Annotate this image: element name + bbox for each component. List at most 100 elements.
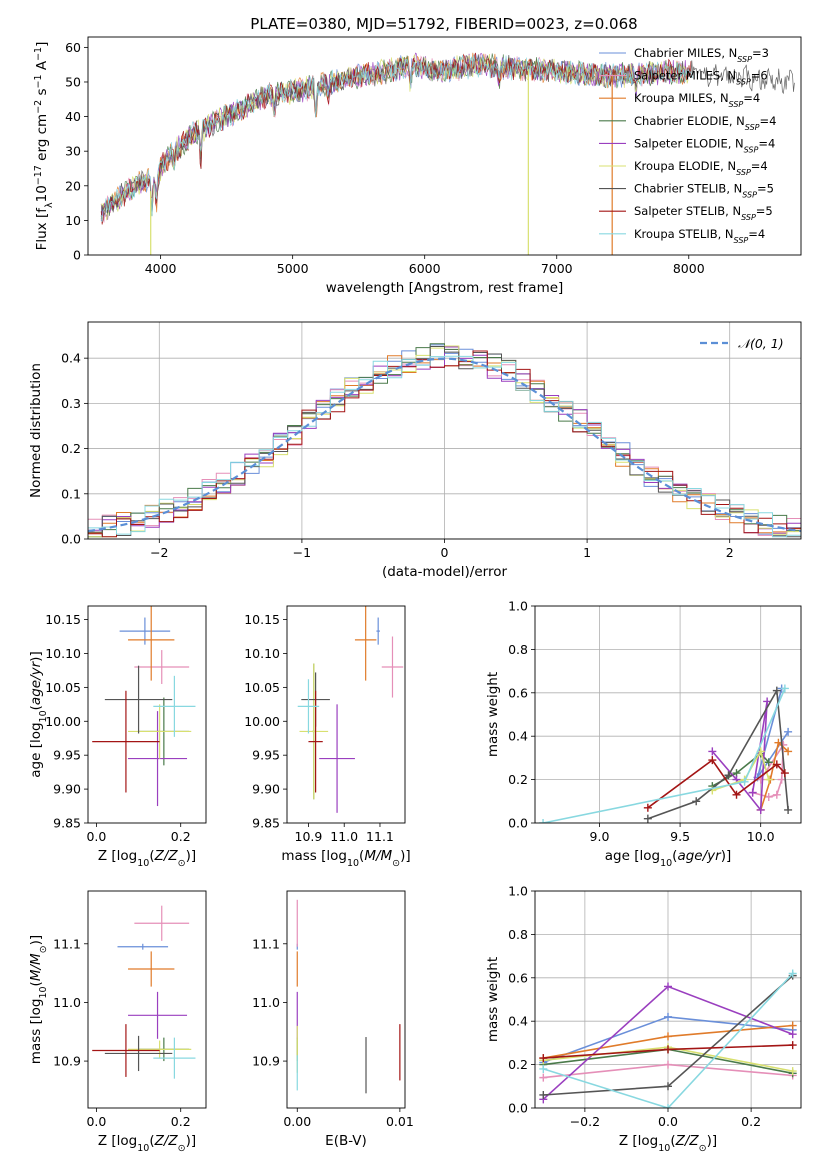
x-tick-label: 10.9 bbox=[295, 829, 323, 844]
legend-label: Chabrier STELIB, NSSP=5 bbox=[634, 182, 774, 200]
y-tick-label: 0 bbox=[73, 248, 81, 263]
y-tick-label: 10 bbox=[65, 213, 81, 228]
x-axis-label: mass [log10(M/M⊙)] bbox=[281, 848, 410, 869]
y-tick-label: 0.2 bbox=[508, 772, 528, 787]
x-tick-label: 5000 bbox=[277, 261, 309, 276]
weight-marker bbox=[539, 1073, 548, 1082]
weight-series-2 bbox=[759, 741, 789, 811]
weight-marker bbox=[664, 1082, 672, 1091]
y-tick-label: 50 bbox=[65, 74, 81, 89]
weight-marker bbox=[788, 1067, 797, 1076]
errorbar-point bbox=[297, 679, 320, 734]
panel-mass_vs_ebv: 0.00 0.01 10.9 11.0 11.1 E(B-V) bbox=[252, 890, 414, 1149]
x-tick-label: 6000 bbox=[409, 261, 441, 276]
y-tick-label: 30 bbox=[65, 144, 81, 159]
y-tick-label: 10.15 bbox=[45, 612, 81, 627]
gaussian-curve bbox=[88, 357, 801, 533]
weight-marker bbox=[788, 1021, 797, 1030]
y-tick-label: 10.9 bbox=[252, 1054, 280, 1069]
y-tick-label: 0.2 bbox=[508, 1057, 528, 1072]
weight-marker bbox=[772, 790, 781, 799]
weight-marker bbox=[780, 769, 789, 778]
weight-marker bbox=[724, 771, 733, 780]
y-tick-label: 0.4 bbox=[508, 729, 528, 744]
y-tick-label: 60 bbox=[65, 40, 81, 55]
errorbar-point bbox=[153, 1037, 196, 1079]
legend-label: Kroupa MILES, NSSP=4 bbox=[634, 91, 760, 109]
plot-area bbox=[100, 52, 795, 255]
y-axis-label: Normed distribution bbox=[28, 363, 44, 498]
errorbar-point bbox=[128, 704, 192, 759]
axes-frame bbox=[286, 605, 406, 824]
y-axis-label: mass weight bbox=[485, 957, 501, 1042]
weight-marker bbox=[764, 758, 773, 767]
y-tick-label: 0.0 bbox=[508, 816, 528, 831]
x-tick-label: 9.5 bbox=[670, 829, 690, 844]
errorbar-point bbox=[376, 617, 380, 645]
y-tick-label: 9.85 bbox=[53, 816, 81, 831]
y-tick-label: 0.0 bbox=[61, 532, 81, 547]
x-tick-label: 0.0 bbox=[86, 829, 106, 844]
y-tick-label: 0.8 bbox=[508, 642, 528, 657]
y-tick-label: 1.0 bbox=[508, 599, 528, 614]
x-tick-label: 0.2 bbox=[171, 829, 191, 844]
y-tick-label: 0.1 bbox=[61, 486, 81, 501]
x-axis-label: wavelength [Angstrom, rest frame] bbox=[326, 280, 564, 296]
panel-age_vs_Z: 0.0 0.2 9.85 9.90 9.95 10.00 10.05 10.10 10.15 Z … bbox=[28, 605, 207, 869]
y-tick-label: 9.90 bbox=[53, 782, 81, 797]
weight-marker bbox=[756, 805, 765, 814]
x-tick-label: 11.0 bbox=[330, 829, 358, 844]
y-tick-label: 9.95 bbox=[252, 748, 280, 763]
y-tick-label: 11.1 bbox=[53, 936, 81, 951]
weight-marker bbox=[664, 1104, 672, 1108]
y-axis-label: mass weight bbox=[485, 672, 501, 757]
y-tick-label: 11.1 bbox=[252, 936, 280, 951]
panel-mass_vs_Z: 0.0 0.2 10.9 11.0 11.1 Z [log10(Z/Z⊙)] mass [l… bbox=[28, 890, 207, 1154]
x-tick-label: 1 bbox=[583, 545, 591, 560]
x-axis-label: Z [log10(Z/Z⊙)] bbox=[619, 1133, 717, 1154]
plot-area bbox=[296, 899, 401, 1094]
errorbar-point bbox=[117, 943, 169, 950]
x-axis-label: (data-model)/error bbox=[382, 564, 508, 580]
y-tick-label: 0.4 bbox=[61, 351, 81, 366]
plot-area bbox=[535, 606, 801, 823]
weight-marker bbox=[643, 803, 652, 812]
x-tick-label: 0 bbox=[441, 545, 449, 560]
weight-marker bbox=[708, 756, 717, 765]
errorbar-point bbox=[134, 905, 190, 941]
weight-marker bbox=[784, 727, 793, 736]
x-tick-label: 0.0 bbox=[86, 1114, 106, 1129]
x-tick-label: 7000 bbox=[541, 261, 573, 276]
x-axis-label: E(B-V) bbox=[325, 1133, 367, 1149]
errorbar-point bbox=[104, 665, 173, 734]
y-tick-label: 9.90 bbox=[252, 782, 280, 797]
errorbar-point bbox=[119, 617, 171, 645]
axes-frame bbox=[87, 890, 207, 1109]
y-tick-label: 0.0 bbox=[508, 1101, 528, 1116]
errorbar-point bbox=[92, 1024, 160, 1077]
y-tick-label: 10.15 bbox=[244, 612, 280, 627]
x-tick-label: 10.0 bbox=[747, 829, 775, 844]
legend-label: Salpeter STELIB, NSSP=5 bbox=[634, 204, 773, 222]
weight-marker bbox=[664, 1012, 672, 1021]
weight-series-8 bbox=[542, 688, 786, 823]
errorbar-point bbox=[104, 1035, 173, 1072]
legend-label: Chabrier MILES, NSSP=3 bbox=[634, 46, 769, 64]
weight-marker bbox=[748, 788, 757, 797]
y-tick-label: 0.3 bbox=[61, 396, 81, 411]
weight-marker bbox=[780, 684, 789, 693]
weight-marker bbox=[788, 1030, 797, 1039]
x-tick-label: 0.00 bbox=[283, 1114, 311, 1129]
weight-marker bbox=[740, 777, 749, 786]
weight-marker bbox=[784, 747, 793, 756]
weight-marker bbox=[732, 790, 741, 799]
errorbar-point bbox=[299, 663, 329, 800]
legend: Chabrier MILES, NSSP=3 Salpeter MILES, NS… bbox=[599, 46, 776, 244]
legend-label: Kroupa ELODIE, NSSP=4 bbox=[634, 159, 768, 177]
y-tick-label: 1.0 bbox=[508, 884, 528, 899]
axes-frame bbox=[87, 605, 207, 824]
plot-area bbox=[92, 905, 196, 1079]
weight-marker bbox=[788, 1041, 797, 1050]
errorbar-point bbox=[128, 991, 188, 1039]
plot-area bbox=[88, 322, 801, 539]
